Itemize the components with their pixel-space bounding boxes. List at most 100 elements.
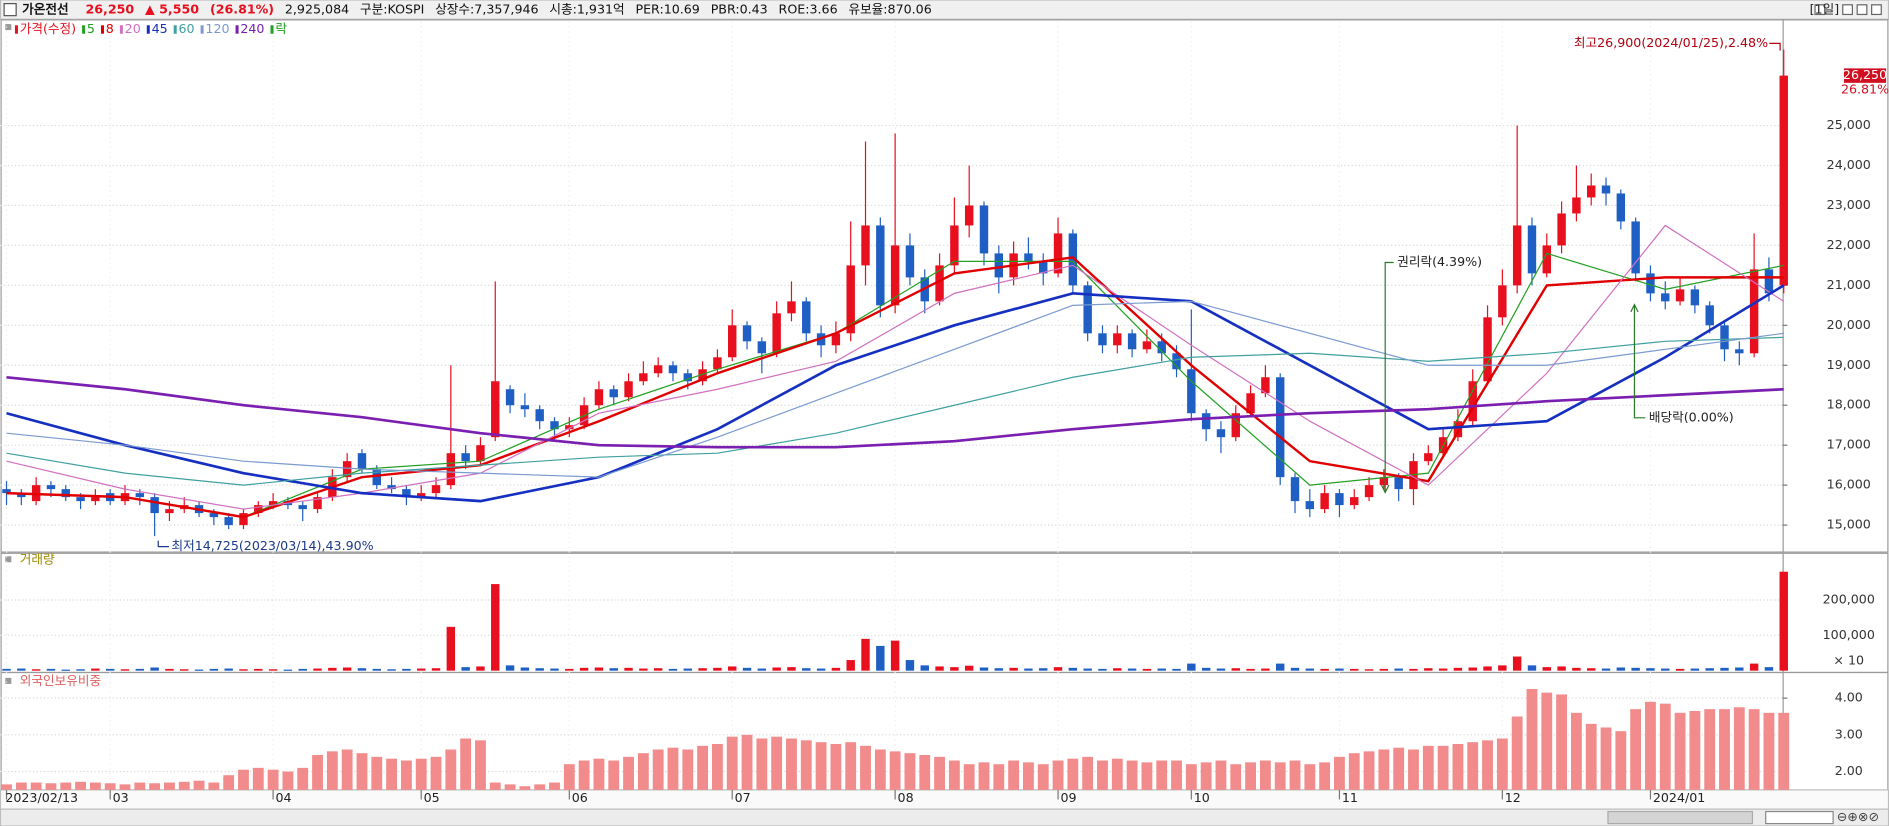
bar bbox=[267, 769, 279, 790]
bar bbox=[283, 669, 293, 671]
legend-swatch bbox=[173, 25, 177, 34]
bar bbox=[889, 751, 901, 790]
bar bbox=[120, 669, 130, 671]
bar bbox=[1335, 668, 1344, 671]
bar bbox=[1171, 760, 1182, 790]
bar bbox=[1705, 668, 1714, 671]
pane-icon bbox=[5, 677, 12, 684]
bar bbox=[1113, 668, 1122, 671]
y-tick-label: 25,000 bbox=[1827, 117, 1871, 132]
bar bbox=[1067, 758, 1079, 790]
zoom-buttons[interactable]: ⊖⊕⊗⊘ bbox=[1837, 809, 1879, 824]
x-tick-label: 2024/01 bbox=[1653, 790, 1705, 805]
x-tick-label: 11 bbox=[1342, 790, 1358, 805]
bar bbox=[549, 782, 560, 790]
header-roe: ROE:3.66 bbox=[779, 2, 838, 17]
bar bbox=[1631, 667, 1640, 671]
candle-body bbox=[787, 301, 796, 314]
bar bbox=[252, 767, 264, 790]
bar bbox=[1142, 668, 1152, 671]
candle-body bbox=[1468, 381, 1477, 422]
legend-entry: 8 bbox=[106, 21, 114, 36]
bar bbox=[504, 784, 516, 790]
bar bbox=[1779, 571, 1788, 671]
x-tick-label: 04 bbox=[276, 790, 292, 805]
bar bbox=[772, 667, 781, 671]
header-icon[interactable] bbox=[3, 3, 17, 17]
candle-body bbox=[935, 265, 944, 302]
header-per: PER:10.69 bbox=[635, 2, 699, 17]
legend-entry: 5 bbox=[87, 21, 95, 36]
y-tick-label: 4.00 bbox=[1835, 690, 1863, 705]
header-volume: 2,925,084 bbox=[285, 2, 349, 17]
scroll-thumb[interactable] bbox=[1607, 810, 1754, 825]
bar bbox=[193, 780, 205, 790]
bar bbox=[1230, 764, 1242, 790]
bar bbox=[874, 749, 886, 790]
bar bbox=[1320, 668, 1329, 671]
y-tick-label: 20,000 bbox=[1827, 317, 1871, 332]
bar bbox=[415, 758, 427, 790]
bar bbox=[1748, 709, 1760, 790]
bar bbox=[31, 669, 41, 671]
bar bbox=[61, 669, 70, 671]
bar bbox=[1511, 716, 1523, 790]
bar bbox=[786, 738, 797, 790]
ma-line bbox=[6, 336, 1784, 486]
zoom-slider[interactable] bbox=[1765, 810, 1834, 825]
candle-body bbox=[1572, 197, 1581, 214]
bar bbox=[387, 669, 396, 671]
candle-body bbox=[1483, 317, 1492, 382]
bar bbox=[1023, 762, 1034, 790]
bar bbox=[904, 753, 916, 790]
bar bbox=[757, 668, 767, 671]
bar bbox=[1126, 760, 1138, 790]
high-arrow bbox=[1769, 42, 1781, 51]
candle-body bbox=[224, 517, 233, 526]
ma-line bbox=[6, 300, 1784, 478]
bar bbox=[579, 667, 589, 671]
bar bbox=[91, 668, 100, 671]
bar bbox=[1319, 762, 1331, 790]
period-label[interactable]: [1일] bbox=[1810, 2, 1840, 17]
window-button[interactable] bbox=[1842, 4, 1853, 16]
bar bbox=[861, 638, 870, 671]
bar bbox=[565, 668, 574, 671]
window-button[interactable] bbox=[1871, 4, 1882, 16]
y-tick-label: 16,000 bbox=[1827, 477, 1871, 492]
bar bbox=[550, 668, 559, 671]
window-button[interactable] bbox=[1856, 4, 1868, 16]
y-tick-label: 18,000 bbox=[1827, 397, 1871, 412]
bar bbox=[800, 740, 812, 790]
bar bbox=[476, 666, 485, 671]
bar bbox=[1764, 667, 1774, 671]
candle-body bbox=[1498, 285, 1507, 318]
bar bbox=[919, 755, 931, 790]
window-button[interactable] bbox=[1814, 4, 1826, 16]
bar bbox=[520, 667, 530, 671]
bar bbox=[519, 786, 531, 790]
bar bbox=[890, 640, 900, 671]
low-annotation: 최저14,725(2023/03/14),43.90% bbox=[171, 538, 373, 553]
bar bbox=[1097, 760, 1108, 790]
bar bbox=[920, 665, 929, 671]
bar bbox=[1600, 727, 1612, 790]
bar bbox=[165, 668, 174, 671]
candle-body bbox=[61, 489, 70, 498]
header-reserve: 유보율:870.06 bbox=[848, 2, 931, 17]
bar bbox=[491, 584, 500, 671]
candle-body bbox=[1172, 353, 1181, 370]
scrollbar[interactable] bbox=[0, 808, 1889, 826]
bar bbox=[1393, 747, 1405, 790]
candle-body bbox=[1394, 477, 1403, 490]
bar bbox=[223, 775, 235, 790]
legend-lock: 락 bbox=[275, 21, 287, 36]
bar bbox=[831, 667, 841, 671]
candle-body bbox=[742, 325, 752, 342]
legend-swatch bbox=[235, 25, 239, 34]
y-tick-label: 2.00 bbox=[1835, 763, 1863, 778]
bar bbox=[1261, 668, 1270, 671]
header-pbr: PBR:0.43 bbox=[711, 2, 768, 17]
x-tick-label: 05 bbox=[424, 790, 440, 805]
candle-body bbox=[979, 205, 989, 254]
